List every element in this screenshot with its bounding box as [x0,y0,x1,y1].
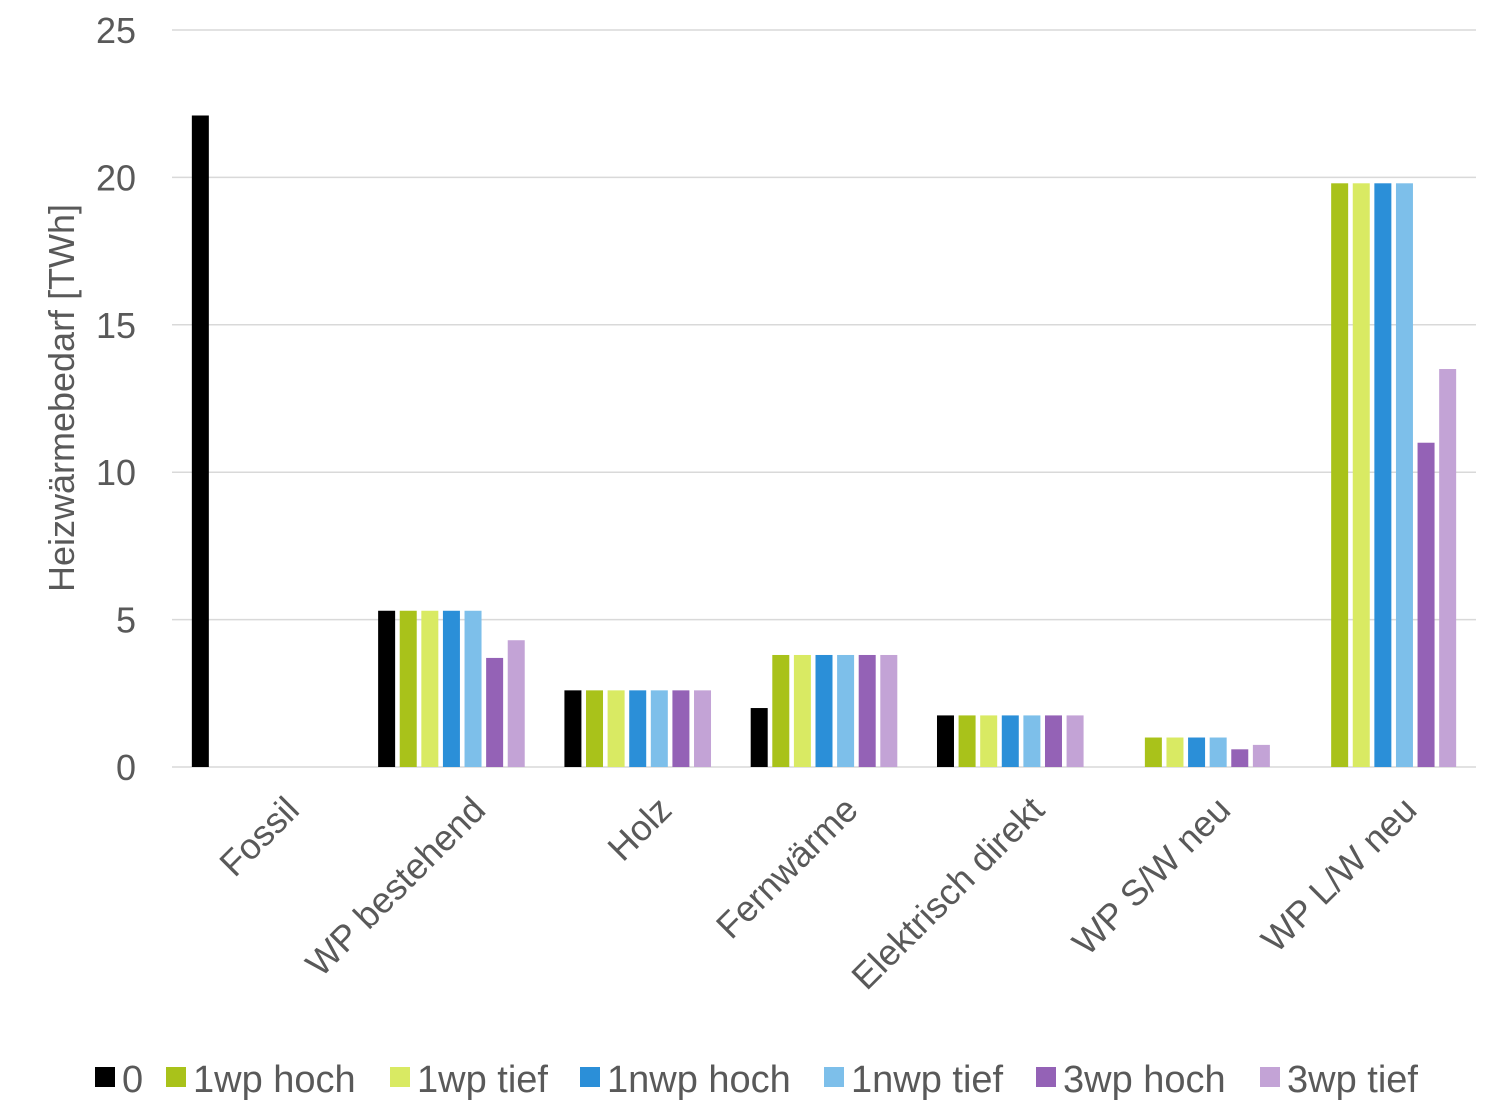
bar [586,690,604,767]
y-tick-label: 15 [96,305,136,346]
bar [507,640,525,767]
y-tick-label: 0 [116,747,136,788]
bar [694,690,712,767]
bar [1439,369,1457,767]
legend-swatch [824,1067,844,1087]
x-category-label: Fossil [211,789,306,884]
bar [421,610,439,767]
legend-swatch [1260,1067,1280,1087]
legend-label: 1wp hoch [193,1059,356,1101]
bar [607,690,625,767]
legend-item: 0 [95,1059,143,1101]
legend-item: 1wp hoch [166,1059,356,1101]
x-category-label: WP bestehend [298,789,494,985]
legend-swatch [95,1067,115,1087]
bar [1252,744,1270,767]
bar [464,610,482,767]
y-axis-ticks: 0 5 10 15 20 25 [96,10,136,788]
x-category-label: Holz [599,789,679,869]
legend-swatch [390,1067,410,1087]
bar [1044,715,1062,767]
bar [1417,442,1435,767]
bar [750,708,768,767]
legend-swatch [580,1067,600,1087]
legend-label: 3wp tief [1287,1059,1418,1101]
legend-label: 1nwp tief [851,1059,1004,1101]
legend-swatch [166,1067,186,1087]
bar [1352,183,1370,767]
bar [772,654,790,767]
x-category-label: WP L/W neu [1253,789,1424,960]
bar [1209,737,1227,767]
x-category-label: WP S/W neu [1064,789,1238,963]
legend-label: 1wp tief [417,1059,548,1101]
legend: 0 1wp hoch 1wp tief 1nwp hoch 1nwp tief 3wp h… [95,1059,1418,1101]
x-category-label: Elektrisch direkt [843,789,1052,998]
bar [936,715,954,767]
bar [378,610,396,767]
legend-item: 1nwp tief [824,1059,1004,1101]
bar [880,654,898,767]
y-tick-label: 20 [96,157,136,198]
bar [1144,737,1162,767]
bar [629,690,647,767]
bar [1023,715,1041,767]
y-axis-label: Heizwärmebedarf [TWh] [41,204,82,592]
legend-swatch [1036,1067,1056,1087]
legend-item: 3wp hoch [1036,1059,1226,1101]
bar [958,715,976,767]
y-tick-label: 25 [96,10,136,51]
bar [1231,749,1249,767]
legend-item: 3wp tief [1260,1059,1418,1101]
bar [980,715,998,767]
bars [191,115,1457,767]
bar [672,690,690,767]
legend-item: 1nwp hoch [580,1059,791,1101]
bar [1188,737,1206,767]
legend-label: 3wp hoch [1063,1059,1226,1101]
bar [1066,715,1084,767]
bar [1331,183,1349,767]
bar [650,690,668,767]
x-category-label: Fernwärme [708,789,866,947]
y-tick-label: 5 [116,600,136,641]
bar [1166,737,1184,767]
bar [815,654,833,767]
bar [191,115,209,767]
bar [1395,183,1413,767]
bar [837,654,855,767]
bar [858,654,876,767]
bar [564,690,582,767]
bar [1001,715,1019,767]
bar [399,610,417,767]
bar [793,654,811,767]
legend-item: 1wp tief [390,1059,548,1101]
bar [1374,183,1392,767]
y-tick-label: 10 [96,452,136,493]
legend-label: 1nwp hoch [607,1059,791,1101]
legend-label: 0 [122,1059,143,1101]
bar [442,610,460,767]
bar [486,657,504,767]
